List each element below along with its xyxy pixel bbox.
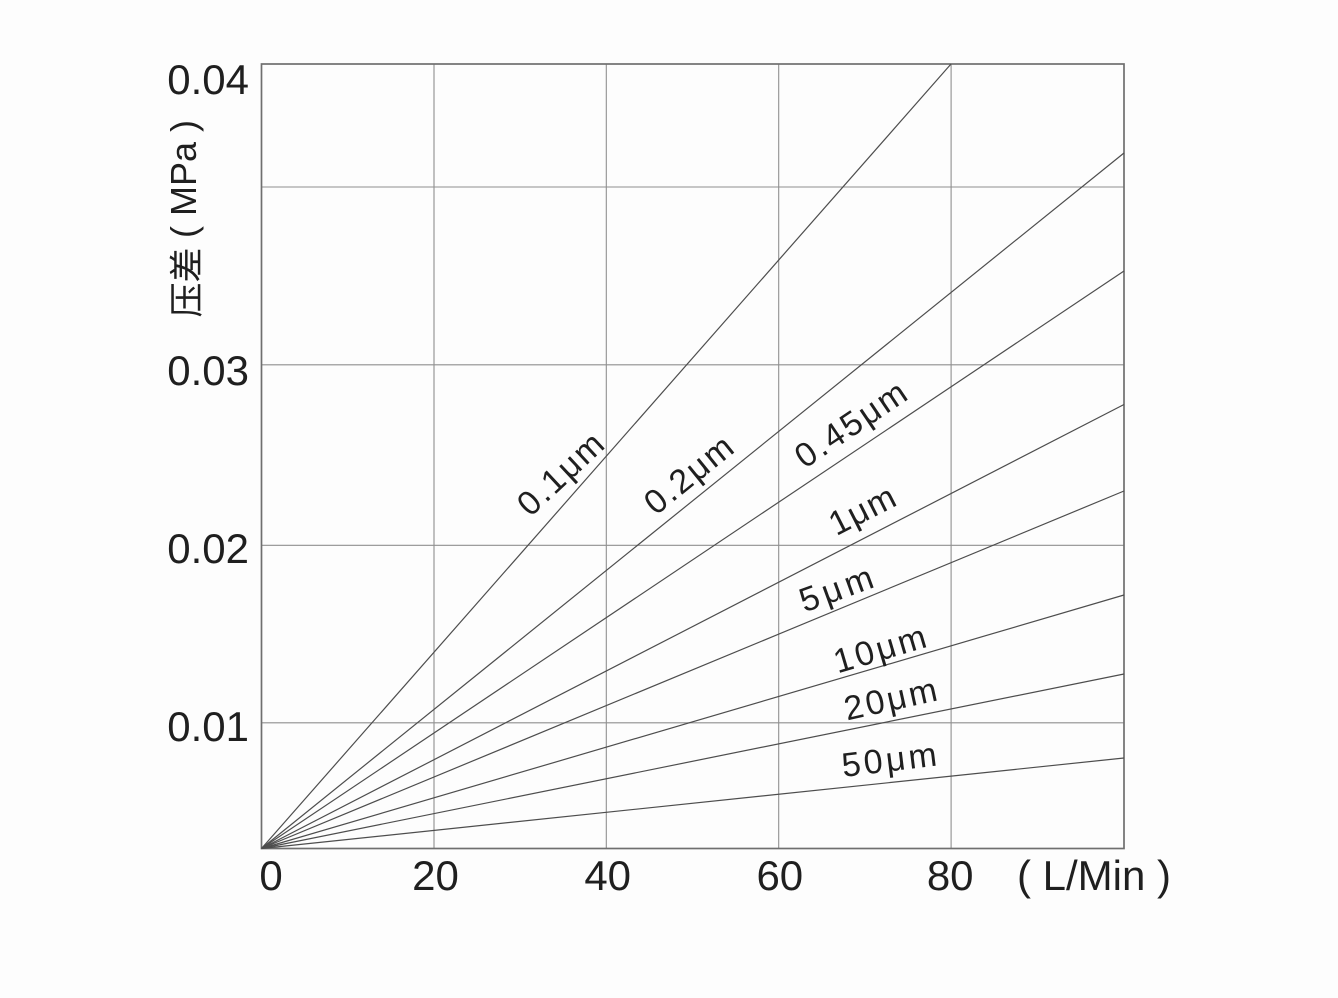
svg-text:80: 80 [927, 852, 974, 899]
svg-text:0.01: 0.01 [167, 703, 249, 750]
svg-text:0: 0 [259, 852, 282, 899]
svg-text:0.04: 0.04 [167, 56, 249, 103]
svg-text:( L/Min ): ( L/Min ) [1017, 852, 1171, 899]
svg-text:60: 60 [756, 852, 803, 899]
svg-text:0.03: 0.03 [167, 347, 249, 394]
svg-text:40: 40 [584, 852, 631, 899]
svg-text:( MPa ): ( MPa ) [163, 120, 204, 238]
svg-text:20: 20 [412, 852, 459, 899]
svg-text:0.02: 0.02 [167, 525, 249, 572]
